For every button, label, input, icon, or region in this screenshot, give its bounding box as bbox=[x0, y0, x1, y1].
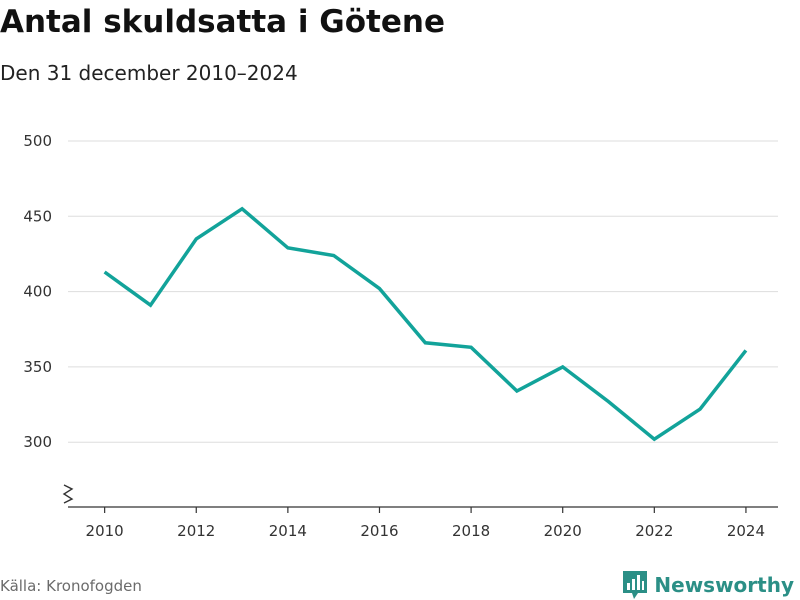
brand-logo: Newsworthy bbox=[622, 570, 794, 600]
x-tick-label: 2018 bbox=[452, 522, 490, 540]
chart-title: Antal skuldsatta i Götene bbox=[0, 4, 445, 40]
y-tick-label: 350 bbox=[23, 358, 52, 376]
x-tick-label: 2010 bbox=[86, 522, 124, 540]
y-tick-label: 450 bbox=[23, 207, 52, 225]
y-tick-label: 400 bbox=[23, 283, 52, 301]
bar-chart-logo-icon bbox=[623, 571, 648, 599]
source-note: Källa: Kronofogden bbox=[0, 577, 142, 595]
y-tick-label: 300 bbox=[23, 433, 52, 451]
x-tick-label: 2016 bbox=[360, 522, 398, 540]
x-tick-label: 2014 bbox=[269, 522, 307, 540]
chart-subtitle: Den 31 december 2010–2024 bbox=[0, 61, 298, 85]
x-tick-label: 2022 bbox=[635, 522, 673, 540]
x-tick-label: 2012 bbox=[177, 522, 215, 540]
axis-break-icon bbox=[62, 484, 74, 504]
x-tick-label: 2020 bbox=[544, 522, 582, 540]
series-line bbox=[103, 206, 748, 442]
brand-name: Newsworthy bbox=[654, 573, 794, 597]
y-tick-label: 500 bbox=[23, 132, 52, 150]
x-tick-label: 2024 bbox=[727, 522, 765, 540]
